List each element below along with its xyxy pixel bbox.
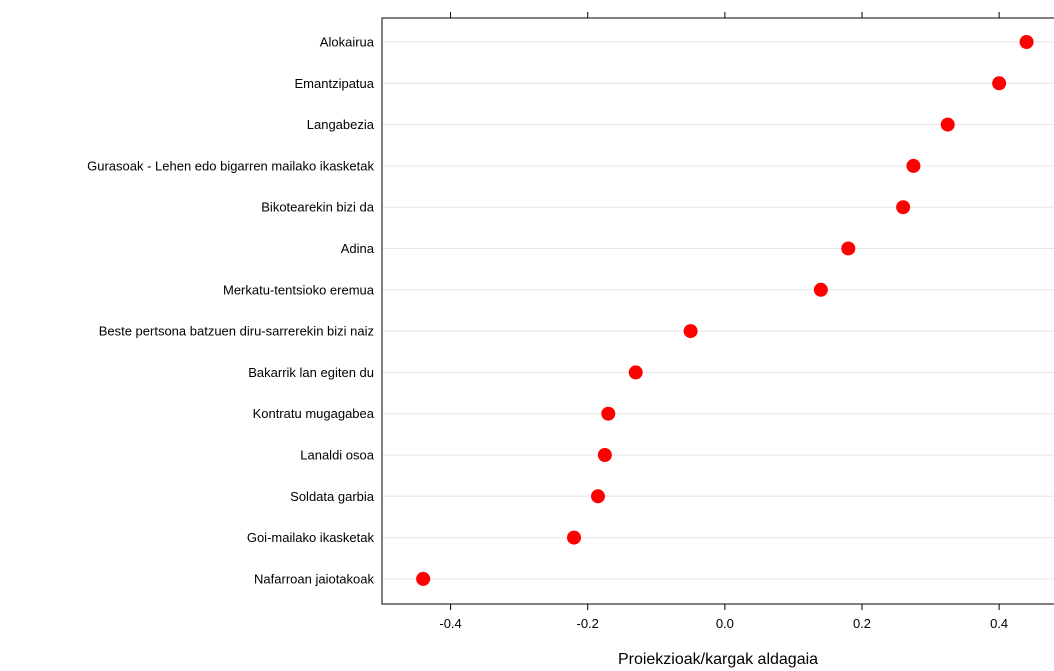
data-point (1019, 35, 1034, 49)
data-point (628, 365, 643, 380)
category-label: Emantzipatua (295, 76, 375, 91)
x-tick-label: 0.0 (716, 616, 734, 631)
x-tick-label: -0.2 (577, 616, 599, 631)
category-label: Alokairua (320, 35, 375, 50)
category-labels: Alokairua Emantzipatua Langabezia Gurasoak … (87, 35, 375, 587)
x-tick-label: 0.4 (990, 616, 1008, 631)
data-point (567, 530, 581, 545)
category-label: Merkatu-tentsioko eremua (223, 282, 375, 297)
category-label: Soldata garbia (290, 489, 375, 504)
category-label: Bakarrik lan egiten du (248, 365, 374, 380)
data-point (416, 571, 431, 586)
data-point (841, 241, 856, 256)
category-label: Beste pertsona batzuen diru-sarrerekin b… (99, 324, 374, 339)
category-label: Lanaldi osoa (300, 448, 374, 463)
data-point (896, 200, 911, 215)
category-label: Goi-mailako ikasketak (247, 530, 375, 545)
data-point (683, 324, 698, 339)
data-points (416, 35, 1034, 586)
category-label: Bikotearekin bizi da (261, 200, 374, 215)
data-point (591, 489, 605, 504)
data-point (940, 117, 955, 132)
data-point (906, 158, 921, 173)
plot-frame (381, 17, 1054, 605)
data-point (597, 448, 612, 462)
x-tick-label: -0.4 (439, 616, 461, 631)
data-point (813, 282, 828, 297)
category-label: Adina (341, 241, 375, 256)
category-label: Langabezia (307, 117, 375, 132)
x-axis-title: Proiekzioak/kargak aldagaia (618, 651, 818, 668)
data-point (601, 406, 616, 421)
category-label: Nafarroan jaiotakoak (254, 571, 374, 586)
x-tick-label: 0.2 (853, 616, 871, 631)
data-point (992, 76, 1007, 91)
x-axis-ticks: -0.4 -0.2 0.0 0.2 0.4 (439, 12, 1008, 631)
gridlines (382, 41, 1054, 580)
category-label: Kontratu mugagabea (253, 406, 375, 421)
category-label: Gurasoak - Lehen edo bigarren mailako ik… (87, 158, 374, 173)
